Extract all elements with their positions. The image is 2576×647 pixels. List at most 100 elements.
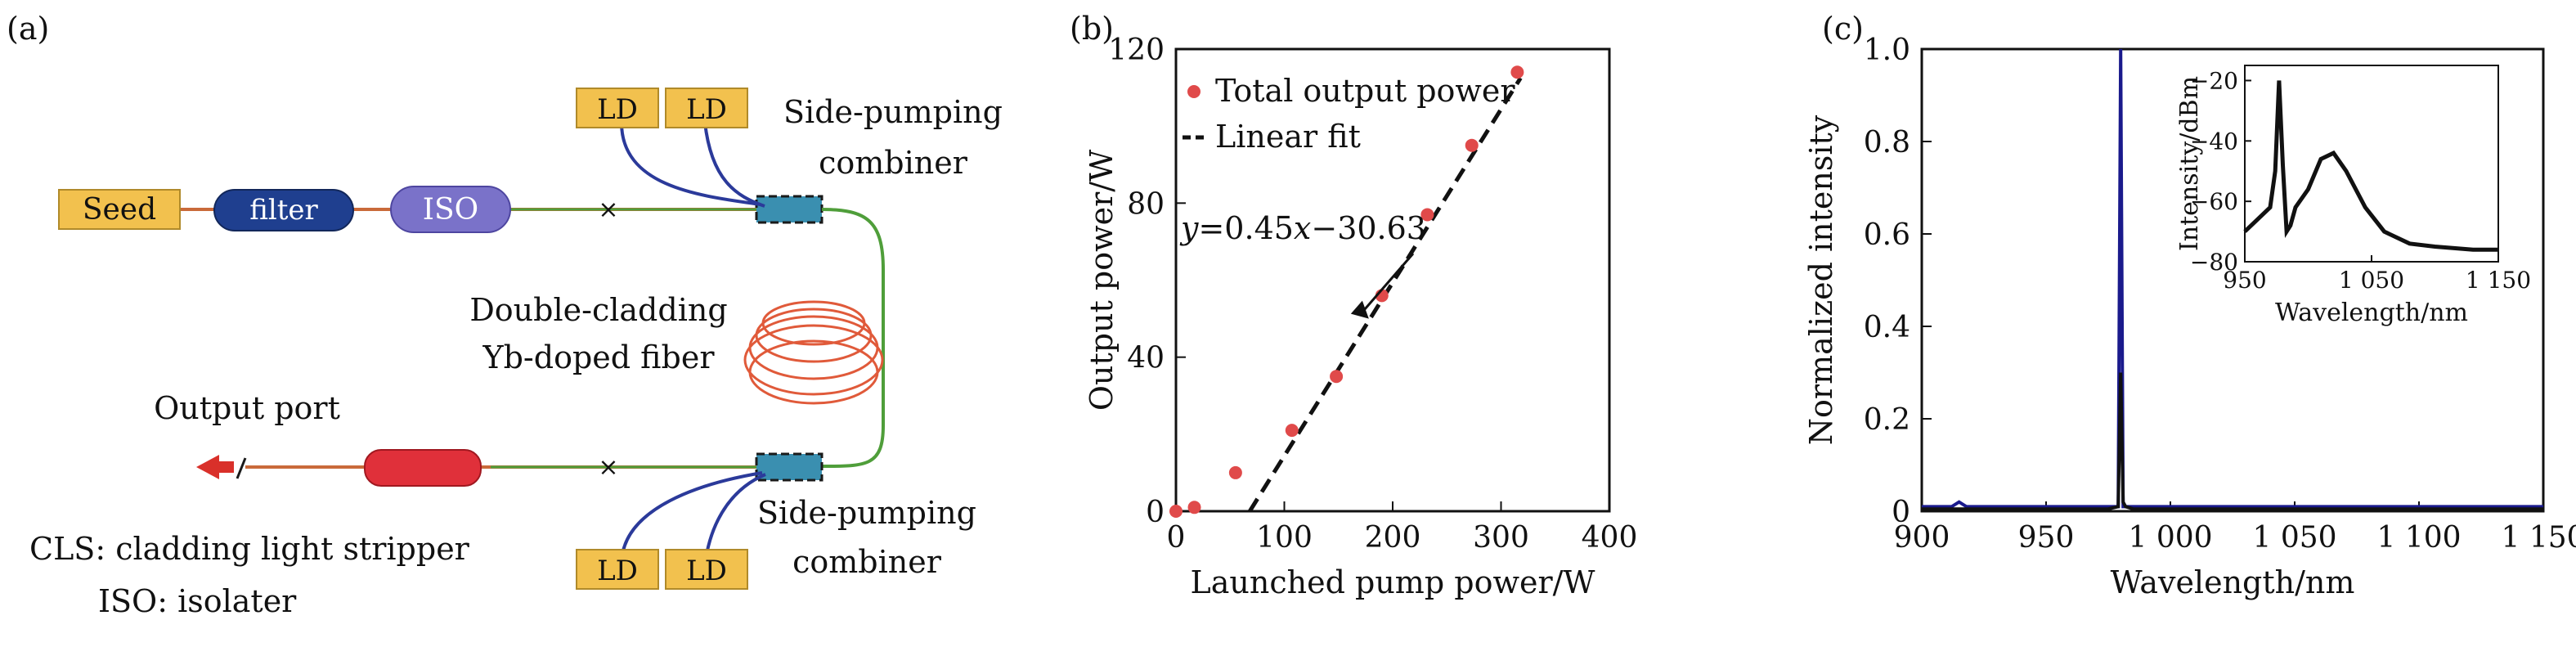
y-tick-label: 0.6: [1864, 218, 1910, 252]
data-point: [1420, 208, 1434, 222]
legend-label-fit: Linear fit: [1215, 119, 1361, 155]
chart-b-ticks: 0 100 200 300 400 0 40 80 120: [1108, 34, 1637, 555]
annotation-arrow-head: [1350, 300, 1369, 319]
chart-b-legend: Total output power Linear fit: [1183, 73, 1515, 155]
y-tick-label: 1.0: [1864, 34, 1910, 67]
pump-fiber-top-2: [703, 122, 765, 208]
chart-c-frame: [1920, 47, 2545, 513]
data-point: [1510, 65, 1524, 79]
ld-label-bottom-1: LD: [597, 555, 638, 587]
chart-b-points: [1169, 65, 1524, 518]
output-port-label: Output port: [154, 390, 340, 426]
inset-x-tick-label: 1 150: [2466, 267, 2531, 294]
panel-b-label: (b): [1070, 11, 1114, 47]
fit-equation: y=0.45x−30.63: [1179, 210, 1426, 246]
data-point: [1169, 505, 1183, 518]
x-tick-label: 1 150: [2501, 521, 2576, 555]
chart-c-inset: 950 1 050 1 150 −80 −60 −40 −20 Wavelength/nm In…: [2175, 65, 2531, 327]
data-point: [1465, 138, 1479, 152]
panel-c-label: (c): [1822, 11, 1864, 47]
x-tick-label: 1 050: [2252, 521, 2336, 555]
combiner-bottom-label-1: Side-pumping: [757, 495, 976, 531]
output-arrow-head: [196, 455, 219, 479]
x-tick-label: 900: [1894, 521, 1950, 555]
inset-x-tick-label: 1 050: [2339, 267, 2404, 294]
combiner-top-label-1: Side-pumping: [783, 94, 1003, 130]
spectrum-chart-panel: (c) 900 950 1 000 1 050 1 100 1 150 0 0.2 0.4 0.6…: [1783, 0, 2576, 644]
legend-iso: ISO: isolater: [98, 583, 297, 619]
pump-fiber-bottom-2: [703, 473, 766, 565]
x-tick-label: 400: [1582, 521, 1638, 555]
chart-b-ylabel: Output power/W: [1084, 150, 1120, 411]
y-tick-label: 0: [1892, 496, 1910, 529]
isolator-label: ISO: [423, 193, 478, 227]
yb-doped-fiber-coil: [743, 300, 884, 405]
ld-label-bottom-2: LD: [686, 555, 727, 587]
seed-label: Seed: [83, 193, 156, 227]
x-tick-label: 100: [1256, 521, 1313, 555]
output-power-chart-panel: (b) 0 100 200 300 400 0 40 80 120 Total output p…: [1063, 0, 1783, 644]
ld-box-bottom-2: [665, 549, 748, 590]
output-arrow-tail: [218, 461, 234, 473]
chart-b-annotation: y=0.45x−30.63: [1179, 210, 1426, 319]
chart-c-ticks: 900 950 1 000 1 050 1 100 1 150 0 0.2 0.4 0.6 0.8 1…: [1864, 34, 2576, 555]
combiner-bottom-label-2: combiner: [792, 544, 942, 580]
legend-label-points: Total output power: [1215, 73, 1515, 109]
fiber-return-path: [821, 208, 885, 468]
output-power-chart: (b) 0 100 200 300 400 0 40 80 120 Total output p…: [1070, 11, 1637, 600]
legend-cls: CLS: cladding light stripper: [29, 531, 470, 567]
legend-marker-points: [1187, 85, 1200, 98]
y-tick-label: 0.8: [1864, 126, 1910, 160]
inset-spectrum-line: [2243, 80, 2498, 252]
fit-eq-y: y: [1179, 210, 1199, 246]
ld-box-top-1: [576, 88, 659, 128]
inset-y-tick-label: −60: [2190, 188, 2238, 215]
ld-box-top-2: [665, 88, 748, 128]
pump-fiber-bottom-1: [620, 471, 763, 565]
y-tick-label: 0: [1146, 496, 1165, 529]
seed-box: [58, 189, 181, 230]
data-point: [1228, 465, 1242, 479]
data-point: [1330, 370, 1344, 384]
splice-mark-bottom: ×: [598, 453, 618, 482]
ld-label-top-2: LD: [686, 93, 727, 126]
y-tick-label: 80: [1127, 187, 1165, 221]
x-tick-label: 300: [1473, 521, 1529, 555]
chart-b-xlabel: Launched pump power/W: [1191, 564, 1595, 600]
filter-component: [213, 189, 354, 231]
x-tick-label: 1 000: [2128, 521, 2212, 555]
panel-a-label: (a): [7, 11, 49, 47]
data-point: [1285, 424, 1299, 438]
output-facet: [236, 457, 247, 479]
isolator-component: [390, 186, 511, 233]
x-tick-label: 950: [2018, 521, 2075, 555]
fiber-label-2: Yb-doped fiber: [482, 339, 716, 375]
inset-ylabel: Intensity/dBm: [2175, 76, 2204, 251]
inset-y-tick-label: −20: [2190, 67, 2238, 94]
y-tick-label: 40: [1127, 342, 1165, 375]
top-combiner: [755, 195, 824, 224]
inset-y-tick-label: −40: [2190, 128, 2238, 155]
fit-eq-coef: =0.45: [1198, 210, 1293, 246]
inset-x-tick-label: 950: [2223, 267, 2266, 294]
cladding-light-stripper: [364, 449, 482, 487]
annotation-arrow: [1361, 253, 1415, 313]
data-point: [1187, 501, 1201, 514]
inset-y-tick-label: −80: [2190, 249, 2238, 276]
x-tick-label: 1 100: [2376, 521, 2461, 555]
spectrum-line-black: [1922, 372, 2543, 511]
ld-box-bottom-1: [576, 549, 659, 590]
x-tick-label: 0: [1167, 521, 1186, 555]
pump-fiber-top-1: [620, 122, 761, 206]
y-tick-label: 0.2: [1864, 403, 1910, 437]
inset-xlabel: Wavelength/nm: [2275, 299, 2468, 327]
x-tick-label: 200: [1365, 521, 1421, 555]
splice-mark-top: ×: [598, 195, 618, 224]
chart-c-xlabel: Wavelength/nm: [2111, 564, 2355, 600]
bottom-combiner: [755, 452, 824, 482]
fit-eq-rest: −30.63: [1311, 210, 1426, 246]
chart-c-lines: [1922, 48, 2543, 511]
filter-label: filter: [249, 194, 318, 227]
ld-label-top-1: LD: [597, 93, 638, 126]
chart-c-ylabel: Normalized intensity: [1803, 115, 1839, 445]
